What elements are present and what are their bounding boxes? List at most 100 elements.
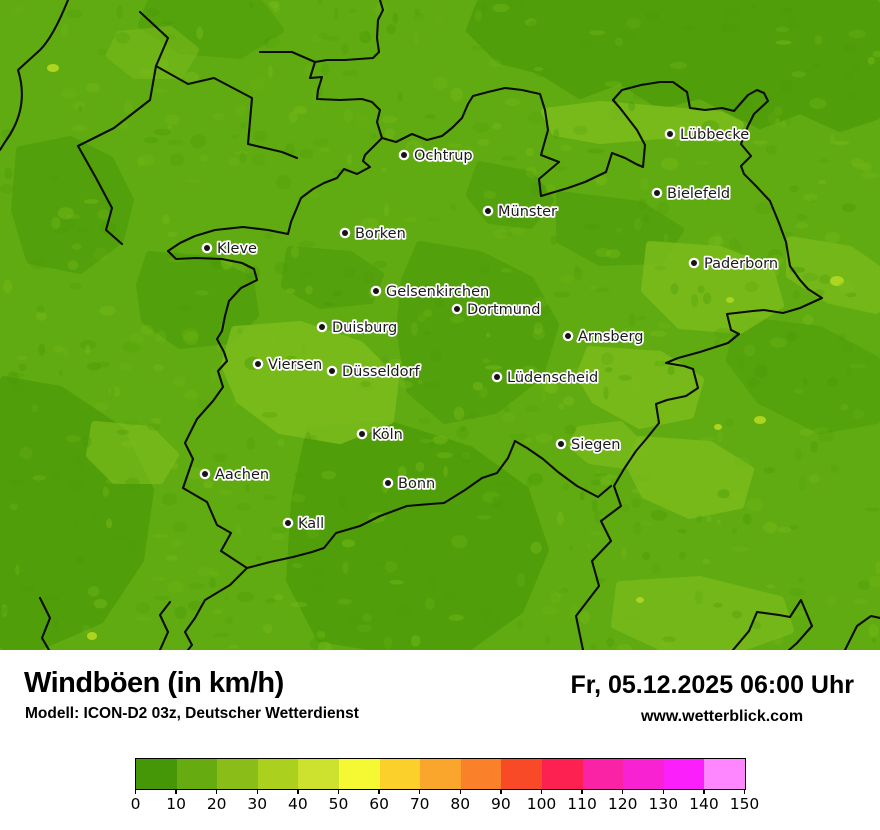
website-url: www.wetterblick.com bbox=[640, 708, 804, 725]
legend-tick bbox=[581, 789, 583, 794]
city-marker: Aachen bbox=[199, 465, 271, 485]
city-label: Kleve bbox=[217, 241, 257, 257]
legend-segment bbox=[420, 759, 461, 789]
city-label: Düsseldorf bbox=[342, 364, 420, 380]
legend-segment bbox=[704, 759, 745, 789]
city-label: Münster bbox=[498, 204, 557, 220]
legend-segment bbox=[257, 759, 299, 789]
city-marker: Gelsenkirchen bbox=[370, 282, 491, 302]
city-marker: Bielefeld bbox=[651, 184, 732, 204]
city-marker: Köln bbox=[356, 425, 405, 445]
city-label: Arnsberg bbox=[578, 329, 643, 345]
city-label: Siegen bbox=[571, 437, 620, 453]
legend-tick-value: 50 bbox=[328, 795, 349, 813]
city-label: Bielefeld bbox=[667, 186, 730, 202]
legend-segment bbox=[460, 759, 502, 789]
city-marker: Kleve bbox=[201, 239, 259, 259]
terrain-patches bbox=[0, 0, 880, 650]
city-label: Duisburg bbox=[332, 320, 397, 336]
legend-tick-value: 40 bbox=[288, 795, 308, 813]
city-label: Paderborn bbox=[704, 256, 778, 272]
legend-tick bbox=[134, 789, 137, 794]
legend-segment bbox=[379, 759, 421, 789]
legend-segment bbox=[582, 759, 624, 789]
legend-tick-value: 60 bbox=[369, 795, 389, 813]
legend-segment bbox=[338, 759, 380, 789]
legend-tick-value: 90 bbox=[491, 795, 511, 813]
city-marker: Borken bbox=[339, 224, 407, 244]
legend-tick-value: 110 bbox=[567, 795, 597, 813]
border-north-nrw bbox=[380, 80, 810, 291]
wind-gust-map: Ochtrup Lübbecke Bielefeld Münster Borken Kle… bbox=[0, 0, 880, 650]
border-south-nrw bbox=[245, 439, 613, 570]
city-label: Borken bbox=[355, 226, 406, 242]
city-marker: Kall bbox=[282, 514, 326, 534]
legend-tick-value: 30 bbox=[247, 795, 268, 813]
speckle-texture bbox=[0, 0, 880, 650]
city-marker: Viersen bbox=[252, 355, 324, 375]
model-info: Modell: ICON-D2 03z, Deutscher Wetterdie… bbox=[25, 705, 359, 722]
border-nl-province-4 bbox=[258, 50, 317, 64]
border-nl-province-1 bbox=[0, 0, 70, 152]
city-label: Aachen bbox=[215, 467, 269, 483]
city-label: Bonn bbox=[398, 476, 435, 492]
legend-segment bbox=[501, 759, 542, 789]
city-label: Köln bbox=[372, 427, 403, 443]
legend-tick bbox=[256, 789, 259, 794]
map-canvas: Ochtrup Lübbecke Bielefeld Münster Borken Kle… bbox=[0, 0, 880, 650]
city-label: Gelsenkirchen bbox=[386, 284, 489, 300]
city-label: Ochtrup bbox=[414, 148, 473, 164]
city-label: Lüdenscheid bbox=[507, 370, 598, 386]
legend-tick bbox=[337, 789, 340, 794]
city-label: Kall bbox=[298, 516, 324, 532]
map-title: Windböen (in km/h) bbox=[24, 667, 284, 699]
city-marker: Dortmund bbox=[451, 300, 542, 320]
legend-tick bbox=[459, 789, 462, 794]
city-marker: Arnsberg bbox=[562, 327, 645, 347]
city-marker: Siegen bbox=[555, 435, 622, 455]
legend-tick bbox=[215, 789, 218, 794]
city-marker: Münster bbox=[482, 202, 559, 222]
city-marker: Duisburg bbox=[316, 318, 399, 338]
legend-tick bbox=[621, 789, 624, 794]
city-marker: Bonn bbox=[382, 474, 437, 494]
map-footer: Windböen (in km/h) Modell: ICON-D2 03z, … bbox=[0, 650, 880, 830]
legend-tick bbox=[500, 789, 502, 794]
legend-tick bbox=[175, 789, 177, 794]
legend-tick-value: 80 bbox=[450, 795, 471, 813]
border-be-small bbox=[38, 596, 52, 650]
forecast-datetime: Fr, 05.12.2025 06:00 Uhr bbox=[570, 671, 854, 699]
legend-segment bbox=[623, 759, 664, 789]
legend-segment bbox=[136, 759, 177, 789]
legend-tick-value: 10 bbox=[166, 795, 186, 813]
legend-segment bbox=[541, 759, 583, 789]
legend-tick bbox=[378, 789, 380, 794]
legend-segment bbox=[217, 759, 258, 789]
legend-tick-value: 20 bbox=[206, 795, 227, 813]
border-nl-province-3 bbox=[154, 64, 299, 160]
border-rp-hessen-2 bbox=[843, 614, 880, 650]
city-marker: Lüdenscheid bbox=[491, 368, 600, 388]
legend-tick bbox=[662, 789, 665, 794]
legend-tick-value: 100 bbox=[526, 795, 557, 813]
border-east-nrw bbox=[574, 287, 824, 650]
legend-tick-value: 140 bbox=[689, 795, 719, 813]
legend-tick bbox=[540, 789, 543, 794]
legend-segment bbox=[663, 759, 705, 789]
city-marker: Ochtrup bbox=[398, 146, 474, 166]
legend-tick bbox=[743, 789, 746, 794]
city-label: Dortmund bbox=[467, 302, 540, 318]
legend-segment bbox=[176, 759, 218, 789]
legend-tick bbox=[703, 789, 705, 794]
legend-tick-value: 120 bbox=[607, 795, 638, 813]
city-label: Viersen bbox=[268, 357, 322, 373]
border-west-nrw bbox=[166, 0, 385, 650]
city-marker: Paderborn bbox=[688, 254, 780, 274]
legend-tick bbox=[297, 789, 299, 794]
legend-tick bbox=[418, 789, 421, 794]
legend-segment bbox=[298, 759, 339, 789]
city-marker: Düsseldorf bbox=[326, 362, 422, 382]
legend-tick-value: 70 bbox=[409, 795, 430, 813]
border-nl-province-2 bbox=[76, 10, 170, 246]
legend-tick-value: 150 bbox=[729, 795, 760, 813]
